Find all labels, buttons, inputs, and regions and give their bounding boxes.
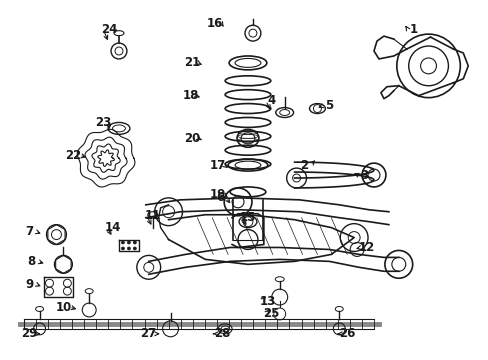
Text: 18: 18	[182, 89, 198, 102]
Circle shape	[127, 241, 130, 244]
Text: 12: 12	[358, 241, 374, 254]
Circle shape	[133, 241, 136, 244]
Text: 15: 15	[239, 211, 256, 224]
Text: 28: 28	[214, 327, 230, 340]
Text: 4: 4	[267, 94, 275, 107]
Text: 1: 1	[409, 23, 417, 36]
Text: 25: 25	[263, 307, 280, 320]
Text: 20: 20	[184, 132, 200, 145]
Text: 8: 8	[27, 255, 36, 268]
Text: 10: 10	[55, 301, 71, 314]
Text: 3: 3	[359, 168, 367, 181]
Text: 23: 23	[95, 116, 111, 129]
Text: 13: 13	[259, 294, 275, 307]
Text: 29: 29	[21, 327, 38, 340]
Circle shape	[133, 247, 136, 250]
Text: 6: 6	[216, 192, 224, 204]
Text: 17: 17	[210, 159, 226, 172]
Circle shape	[121, 241, 124, 244]
Text: 19: 19	[209, 188, 226, 201]
Text: 5: 5	[325, 99, 333, 112]
Text: 24: 24	[101, 23, 117, 36]
Text: 7: 7	[25, 225, 34, 238]
Text: 26: 26	[338, 327, 355, 340]
Text: 22: 22	[65, 149, 81, 162]
Text: 2: 2	[300, 159, 308, 172]
Circle shape	[127, 247, 130, 250]
Text: 21: 21	[184, 57, 200, 69]
Circle shape	[121, 247, 124, 250]
Text: 16: 16	[206, 17, 223, 30]
Text: 11: 11	[144, 209, 161, 222]
Text: 27: 27	[141, 327, 157, 340]
Text: 9: 9	[25, 278, 34, 291]
Text: 14: 14	[104, 221, 121, 234]
